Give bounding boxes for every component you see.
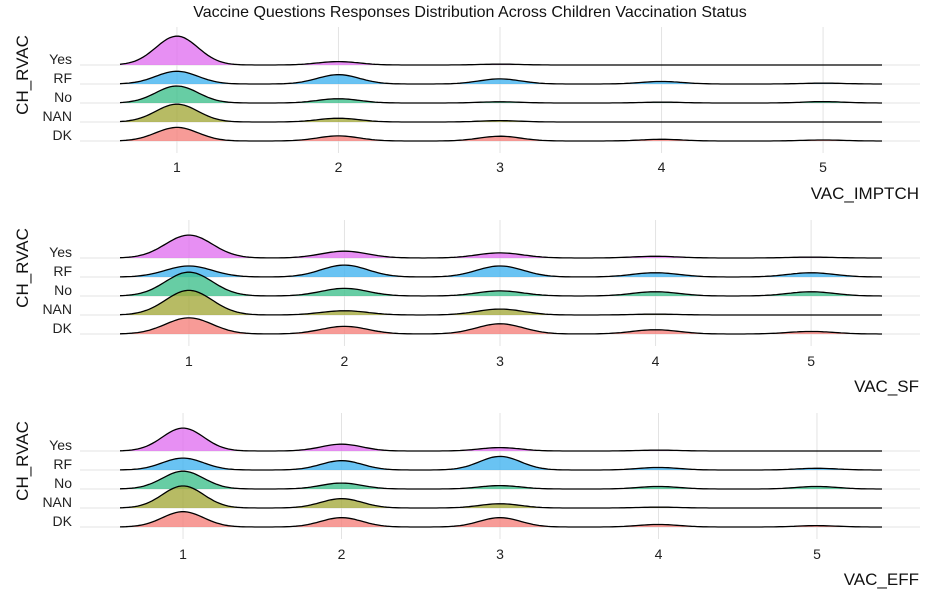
category-label: No (54, 475, 72, 491)
x-tick-label: 2 (341, 353, 349, 369)
ridge-line-no (119, 271, 883, 297)
x-tick-label: 4 (655, 546, 663, 562)
x-tick-label: 3 (496, 353, 504, 369)
category-label: RF (53, 263, 72, 279)
ridge-fill-yes (120, 428, 882, 451)
category-label: NAN (42, 301, 72, 317)
x-tick-label: 3 (496, 546, 504, 562)
ridge-fill-nan (120, 104, 882, 122)
ridge-line-rf (119, 455, 882, 471)
category-label: DK (53, 320, 73, 336)
x-tick-label: 5 (819, 159, 827, 175)
x-tick-label: 1 (185, 353, 193, 369)
x-tick-label: 5 (813, 546, 821, 562)
ridge-line-yes (119, 427, 882, 452)
ridge-fill-dk (120, 317, 882, 334)
category-label: NAN (42, 108, 72, 124)
y-axis-title: CH_RVAC (13, 421, 32, 501)
category-label: No (54, 282, 72, 298)
ridge-line-dk (119, 126, 882, 142)
x-tick-label: 2 (335, 159, 343, 175)
ridge-fill-rf (120, 265, 882, 277)
category-label: RF (53, 456, 72, 472)
chart-title: Vaccine Questions Responses Distribution… (193, 4, 746, 21)
y-axis-title: CH_RVAC (13, 228, 32, 308)
x-tick-label: 2 (338, 546, 346, 562)
ridge-fill-rf (120, 71, 882, 84)
ridge-fill-nan (120, 486, 882, 508)
x-axis-title: VAC_EFF (844, 570, 919, 589)
x-tick-label: 5 (807, 353, 815, 369)
category-label: RF (53, 70, 72, 86)
ridge-line-no (119, 85, 882, 104)
category-label: Yes (49, 244, 72, 260)
ridge-line-yes (119, 234, 882, 259)
ridge-fill-nan (120, 290, 882, 315)
x-axis-title: VAC_IMPTCH (811, 184, 919, 203)
panel-vac-imptch: Yes RF No NAN DK 1 2 3 4 5 VAC_IMPTCH CH_RVAC (13, 27, 920, 203)
ridge-line-nan (119, 103, 882, 123)
ridge-fill-no (120, 86, 882, 103)
x-axis-title: VAC_SF (854, 377, 919, 396)
category-label: DK (53, 127, 73, 143)
x-tick-label: 1 (173, 159, 181, 175)
panel-vac-sf: Yes RF No NAN DK 1 2 3 4 5 VAC_SF CH_RVAC (13, 220, 920, 396)
ridge-line-dk (119, 317, 882, 335)
ridge-fill-dk (120, 511, 882, 527)
category-label: DK (53, 513, 73, 529)
ridge-line-nan (119, 485, 882, 509)
ridge-fill-no (120, 471, 882, 489)
ridge-line-yes (119, 35, 882, 66)
x-tick-label: 4 (652, 353, 660, 369)
category-label: Yes (49, 437, 72, 453)
ridge-line-rf (119, 264, 883, 278)
ridge-fill-dk (120, 127, 882, 141)
category-label: Yes (49, 51, 72, 67)
ridge-fill-rf (120, 456, 882, 470)
ridge-line-no (119, 470, 882, 490)
ridge-line-rf (119, 70, 882, 85)
y-axis-title: CH_RVAC (13, 35, 32, 115)
ridge-line-nan (119, 289, 882, 316)
x-tick-label: 3 (496, 159, 504, 175)
ridge-line-dk (119, 511, 882, 528)
panel-vac-eff: Yes RF No NAN DK 1 2 3 4 5 VAC_EFF CH_RVAC (13, 413, 920, 589)
x-tick-label: 4 (658, 159, 666, 175)
x-tick-label: 1 (179, 546, 187, 562)
category-label: No (54, 89, 72, 105)
category-label: NAN (42, 494, 72, 510)
ridge-fill-yes (120, 36, 882, 65)
